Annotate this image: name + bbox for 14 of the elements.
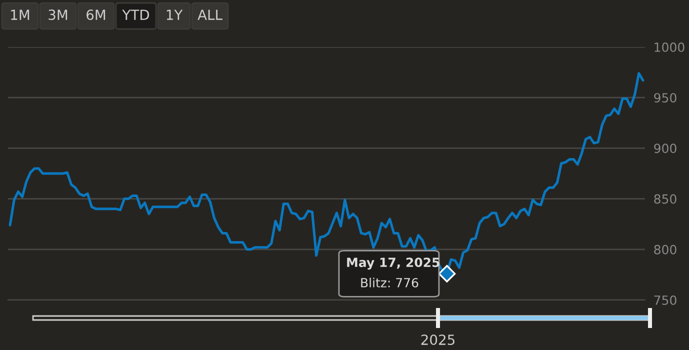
y-tick-label: 1000 [654,42,684,52]
y-tick-label: 750 [654,295,676,305]
annotation: Blitz: 776 [361,278,418,288]
y-tick-label: 800 [654,244,676,254]
text: 3M [48,10,68,20]
text: 1M [11,10,30,20]
text: ALL [198,10,222,20]
text: 6M [86,10,106,20]
text: 2025 [421,334,454,346]
y-tick-label: 850 [654,194,676,204]
text: YTD [122,10,150,20]
y-tick-label: 900 [654,144,676,154]
text: 1Y [166,10,183,20]
y-tick-label: 950 [654,93,676,103]
